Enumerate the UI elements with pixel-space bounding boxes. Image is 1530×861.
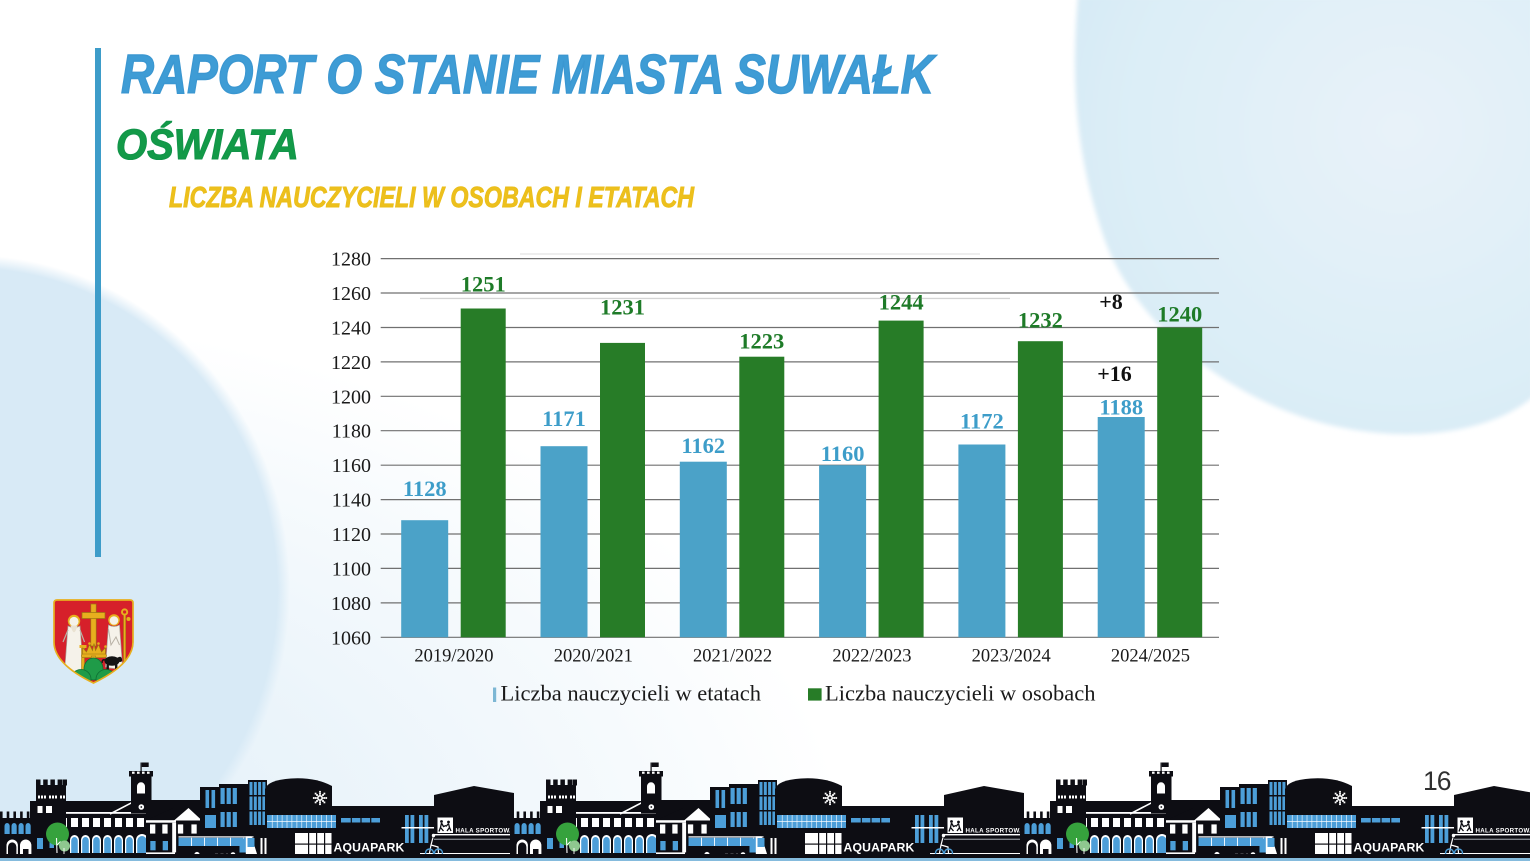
svg-text:1232: 1232	[1018, 307, 1063, 332]
svg-text:1080: 1080	[331, 593, 371, 615]
svg-text:2022/2023: 2022/2023	[832, 647, 911, 667]
svg-text:1160: 1160	[821, 441, 865, 466]
svg-text:Liczba nauczycieli w etatach: Liczba nauczycieli w etatach	[501, 681, 761, 706]
svg-text:2019/2020: 2019/2020	[414, 647, 493, 667]
svg-text:1231: 1231	[600, 295, 645, 320]
svg-text:1140: 1140	[332, 490, 371, 512]
svg-text:1240: 1240	[331, 318, 371, 340]
svg-text:2024/2025: 2024/2025	[1111, 647, 1190, 667]
svg-text:1188: 1188	[1099, 395, 1143, 420]
svg-text:1244: 1244	[879, 290, 924, 315]
svg-text:1240: 1240	[1157, 302, 1202, 327]
svg-text:1223: 1223	[739, 329, 784, 354]
svg-text:1100: 1100	[332, 558, 371, 580]
svg-text:1280: 1280	[331, 249, 371, 271]
svg-text:1120: 1120	[332, 524, 371, 546]
svg-text:2023/2024: 2023/2024	[972, 647, 1051, 667]
svg-text:+16: +16	[1097, 361, 1132, 386]
svg-text:1200: 1200	[331, 386, 371, 408]
svg-text:2021/2022: 2021/2022	[693, 647, 772, 667]
svg-text:1160: 1160	[332, 455, 371, 477]
svg-text:1260: 1260	[331, 283, 371, 305]
svg-text:1162: 1162	[681, 433, 725, 458]
svg-text:Liczba nauczycieli w osobach: Liczba nauczycieli w osobach	[825, 681, 1096, 706]
svg-text:2020/2021: 2020/2021	[554, 647, 633, 667]
svg-text:1251: 1251	[461, 271, 506, 296]
svg-text:1180: 1180	[332, 421, 371, 443]
svg-text:1128: 1128	[403, 476, 447, 501]
svg-text:1172: 1172	[960, 409, 1004, 434]
svg-text:1220: 1220	[331, 352, 371, 374]
svg-text:1171: 1171	[542, 406, 586, 431]
svg-text:+8: +8	[1099, 289, 1123, 314]
svg-text:1060: 1060	[331, 627, 371, 649]
